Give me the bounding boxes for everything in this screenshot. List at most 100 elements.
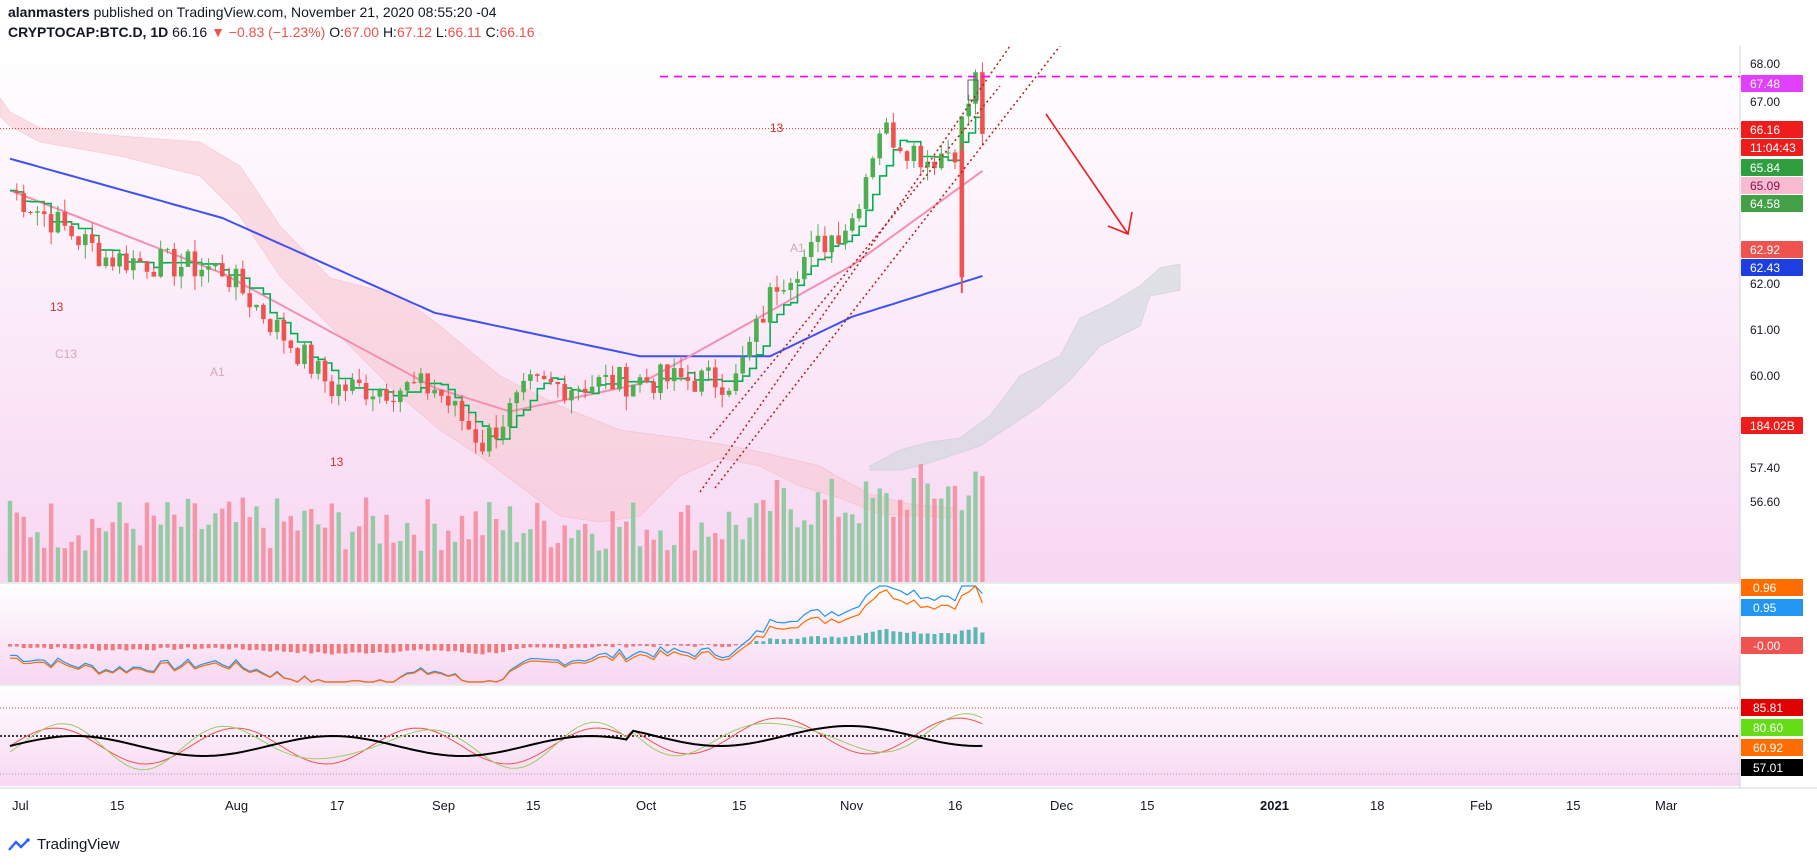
time-axis[interactable]: Jul 15 Aug 17 Sep 15 Oct 15 Nov 16 Dec 15 2021 18 Feb 1…: [12, 798, 1678, 813]
volume-bar: [692, 550, 697, 582]
time-tick-label: 15: [1566, 798, 1580, 813]
tradingview-brand[interactable]: TradingView: [8, 836, 120, 853]
volume-bar: [309, 509, 314, 582]
candle-body: [897, 147, 903, 152]
symbol-name[interactable]: CRYPTOCAP:BTC.D, 1D: [8, 24, 169, 40]
macd-histogram-bar: [288, 644, 293, 653]
volume-bar: [843, 512, 848, 582]
volume-bar: [110, 522, 115, 582]
volume-bar: [247, 517, 252, 582]
macd-histogram-bar: [494, 644, 499, 654]
candle-body: [521, 380, 526, 393]
candle-body: [918, 145, 924, 168]
volume-bar: [452, 541, 458, 582]
candle-body: [336, 384, 341, 397]
published-text: published on TradingView.com, November 2…: [93, 4, 497, 20]
volume-bar: [480, 535, 485, 582]
candle-body: [959, 150, 965, 278]
macd-histogram-bar: [685, 644, 690, 646]
channel-upper-line: [699, 46, 1011, 493]
highlight-box: [967, 79, 979, 101]
volume-bar: [240, 497, 245, 582]
chart-canvas[interactable]: 13 13 13 C13 A1 A1 0.96 0.95 -0.00 85.81 80.60 60…: [0, 46, 1817, 832]
volume-bar: [596, 550, 602, 582]
volume-bar: [644, 529, 649, 582]
macd-histogram-bar: [35, 644, 40, 648]
volume-bar: [137, 545, 143, 582]
candle-body: [377, 389, 383, 397]
candle-body: [220, 263, 225, 277]
macd-histogram-bar: [172, 644, 177, 650]
volume-bar: [261, 527, 266, 582]
volume-bar: [405, 523, 410, 582]
candle-body: [617, 367, 622, 390]
volume-bar: [726, 511, 732, 582]
macd-histogram-bar: [843, 636, 848, 644]
candle-body: [151, 271, 157, 277]
macd-histogram-bar: [672, 644, 677, 645]
price-label-badge: [1741, 121, 1803, 138]
time-tick-label: Oct: [636, 798, 657, 813]
time-tick-label: Sep: [432, 798, 455, 813]
macd-histogram-bar: [240, 644, 245, 650]
volume-bar: [918, 464, 923, 582]
volume-bar: [124, 523, 129, 582]
candle-body: [76, 236, 81, 246]
volume-bar: [774, 480, 780, 582]
volume-bar: [898, 499, 903, 582]
volume-bar: [966, 495, 971, 582]
time-tick-label: 18: [1370, 798, 1384, 813]
macd-histogram-bar: [62, 644, 67, 649]
price-axis[interactable]: 68.0067.0062.0061.0060.0059.0057.4056.60…: [1741, 57, 1803, 509]
volume-bar: [822, 499, 828, 582]
candle-body: [706, 367, 711, 371]
macd-value-label: 0.95: [1753, 601, 1777, 615]
macd-histogram-bar: [549, 644, 553, 648]
macd-histogram-bar: [507, 644, 512, 650]
price-label-value: 184.02B: [1750, 419, 1795, 433]
candle-body: [21, 193, 26, 213]
macd-histogram-bar: [809, 636, 814, 644]
volume-bar: [302, 510, 307, 582]
author-name[interactable]: alanmasters: [8, 4, 90, 20]
volume-bar: [7, 500, 13, 582]
volume-bar: [720, 539, 725, 582]
price-label-badge: [1741, 75, 1803, 92]
volume-bar: [411, 534, 417, 582]
volume-bar: [583, 524, 588, 582]
candle-body: [966, 103, 971, 117]
high-label: H:: [382, 24, 397, 40]
macd-histogram-bar: [870, 631, 875, 644]
volume-bar: [706, 536, 711, 582]
candle-body: [856, 209, 862, 219]
volume-bar: [631, 502, 636, 582]
macd-histogram-bar: [610, 644, 615, 648]
candle-body: [384, 389, 389, 401]
price-tick-label: 57.40: [1750, 461, 1780, 475]
macd-panel-bg: [0, 584, 1740, 684]
macd-histogram-bar: [227, 644, 232, 650]
macd-histogram-bar: [829, 636, 834, 644]
macd-histogram-bar: [179, 644, 184, 649]
macd-histogram-bar: [555, 644, 560, 648]
candle-body: [644, 377, 650, 382]
time-tick-label: Feb: [1470, 798, 1492, 813]
candle-body: [137, 258, 143, 262]
macd-histogram-bar: [699, 644, 704, 646]
volume-bar: [83, 550, 88, 582]
candle-body: [761, 318, 766, 323]
candle-body: [439, 389, 444, 396]
channel-lower-line: [709, 85, 1001, 439]
candle-body: [603, 374, 609, 377]
macd-histogram-bar: [158, 644, 163, 648]
candle-body: [589, 386, 595, 393]
volume-bar: [487, 502, 492, 582]
macd-histogram-bar: [816, 636, 820, 644]
volume-bar: [62, 548, 67, 582]
drawings[interactable]: [0, 46, 1740, 493]
macd-histogram-bar: [590, 644, 595, 648]
td-count-label: C13: [55, 347, 77, 361]
candle-body: [322, 360, 328, 382]
candle-body: [288, 340, 294, 349]
volume-bar: [610, 511, 615, 582]
